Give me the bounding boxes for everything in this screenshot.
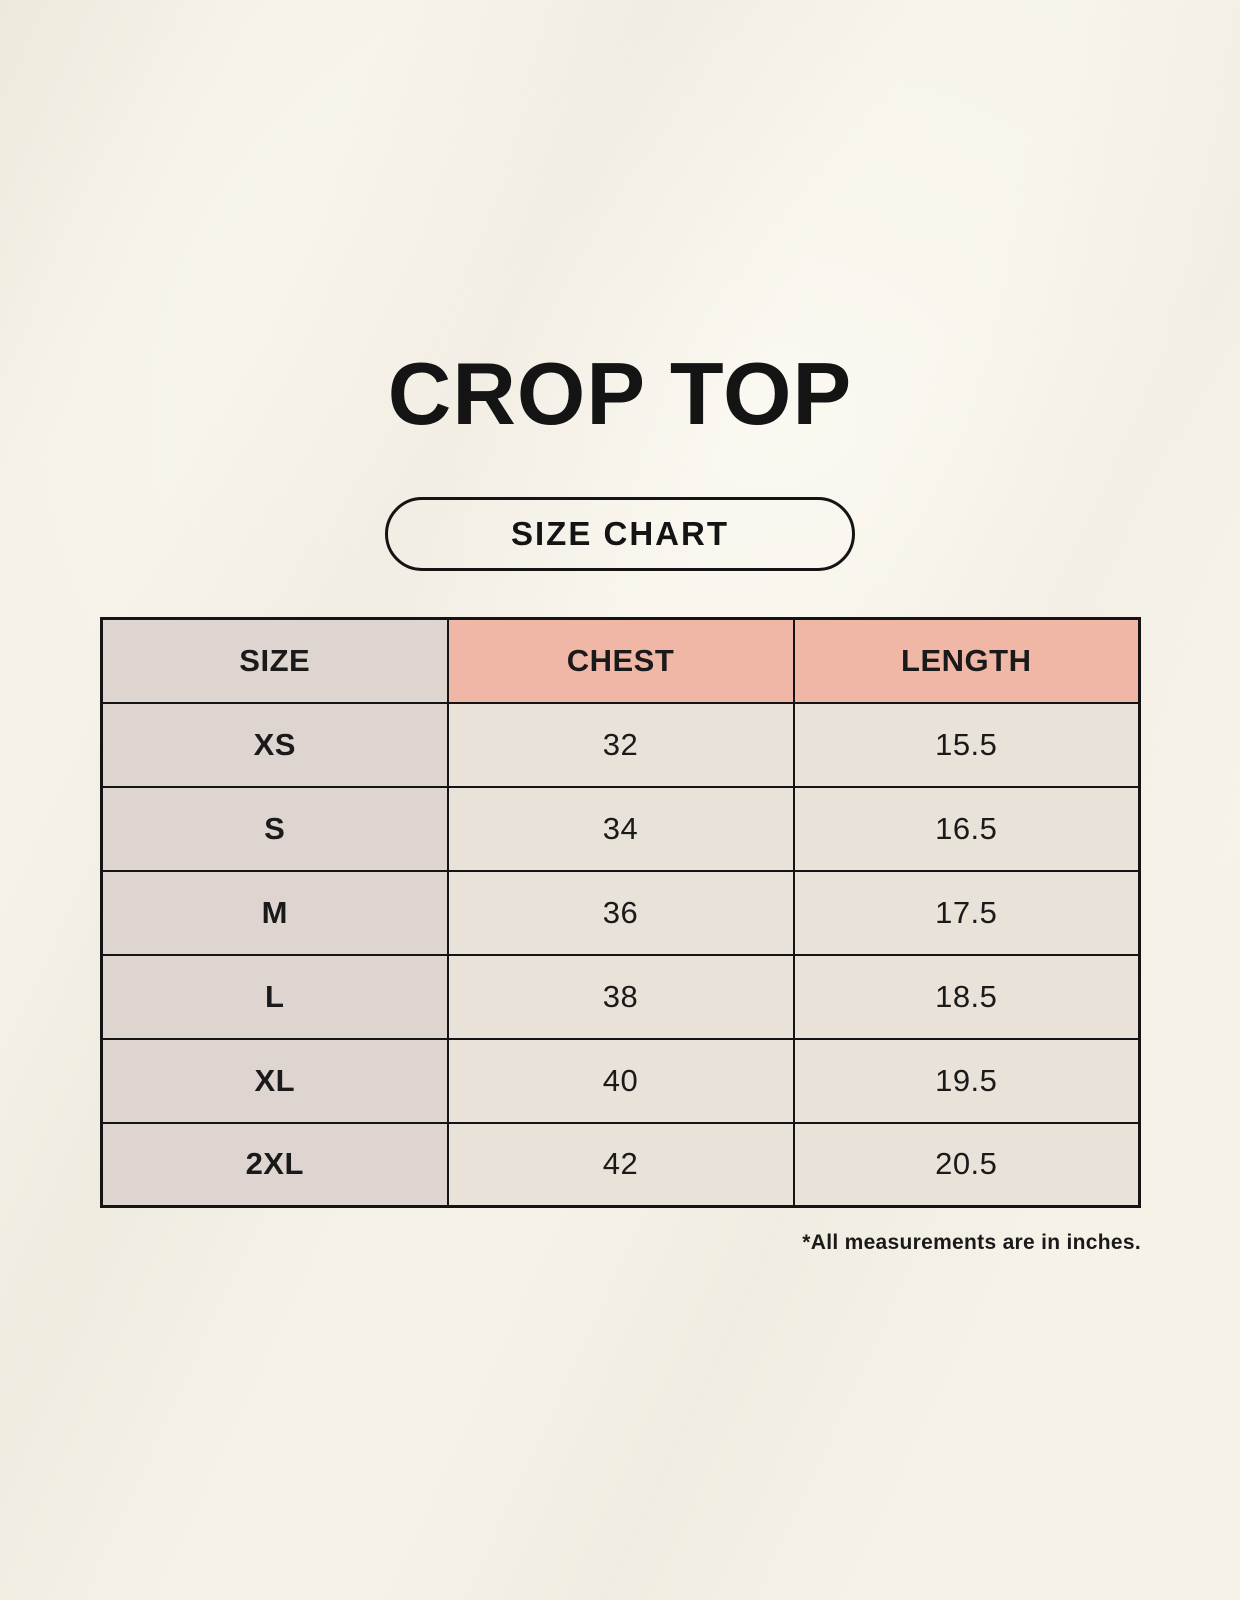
- size-chart-table-container: SIZE CHEST LENGTH XS 32 15.5 S 34 16.5 M 36 17.5…: [100, 617, 1141, 1208]
- size-cell: XS: [100, 701, 449, 788]
- chest-cell: 36: [446, 869, 795, 956]
- length-cell: 17.5: [792, 869, 1141, 956]
- size-chart-pill: SIZE CHART: [385, 497, 855, 571]
- table-row: S 34 16.5: [100, 785, 1141, 872]
- chest-cell: 38: [446, 953, 795, 1040]
- chest-cell: 32: [446, 701, 795, 788]
- column-header-chest: CHEST: [446, 617, 795, 704]
- product-title: CROP TOP: [387, 344, 853, 443]
- length-cell: 16.5: [792, 785, 1141, 872]
- size-cell: XL: [100, 1037, 449, 1124]
- header-row: SIZE CHEST LENGTH: [100, 617, 1141, 704]
- size-cell: S: [100, 785, 449, 872]
- size-cell: L: [100, 953, 449, 1040]
- chest-cell: 42: [446, 1121, 795, 1208]
- table-row: M 36 17.5: [100, 869, 1141, 956]
- table-row: 2XL 42 20.5: [100, 1121, 1141, 1208]
- measurements-note: *All measurements are in inches.: [802, 1231, 1141, 1254]
- chest-cell: 40: [446, 1037, 795, 1124]
- table-header: SIZE CHEST LENGTH: [100, 617, 1141, 704]
- table-row: L 38 18.5: [100, 953, 1141, 1040]
- column-header-length: LENGTH: [792, 617, 1141, 704]
- length-cell: 18.5: [792, 953, 1141, 1040]
- column-header-size: SIZE: [100, 617, 449, 704]
- table-body: XS 32 15.5 S 34 16.5 M 36 17.5 L 38 18.5 XL 40 19.5 2XL…: [100, 701, 1141, 1208]
- table-row: XL 40 19.5: [100, 1037, 1141, 1124]
- table-row: XS 32 15.5: [100, 701, 1141, 788]
- size-cell: 2XL: [100, 1121, 449, 1208]
- size-chart-table: SIZE CHEST LENGTH XS 32 15.5 S 34 16.5 M 36 17.5…: [100, 617, 1141, 1208]
- length-cell: 15.5: [792, 701, 1141, 788]
- size-cell: M: [100, 869, 449, 956]
- size-chart-pill-label: SIZE CHART: [511, 515, 729, 552]
- chest-cell: 34: [446, 785, 795, 872]
- length-cell: 19.5: [792, 1037, 1141, 1124]
- length-cell: 20.5: [792, 1121, 1141, 1208]
